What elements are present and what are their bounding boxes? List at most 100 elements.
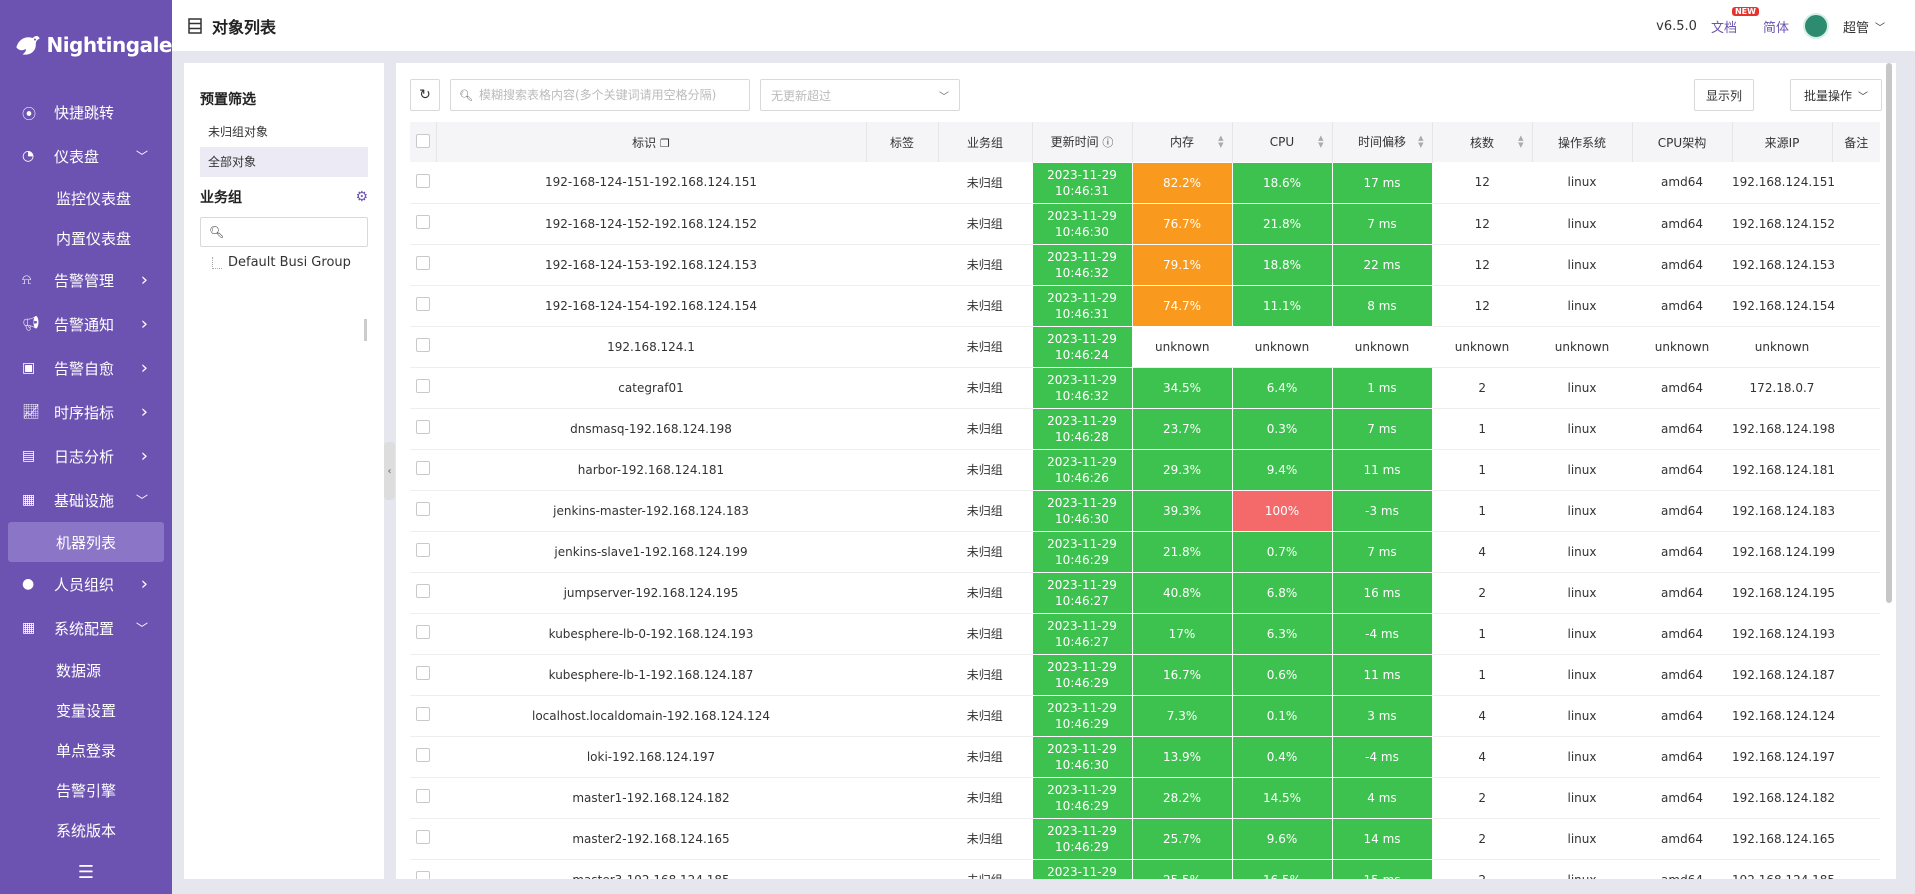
copy-icon[interactable]: ❐ <box>659 136 670 150</box>
row-checkbox[interactable] <box>410 162 436 204</box>
stale-filter-select[interactable]: 无更新超过 ﹀ <box>760 79 960 111</box>
checkbox[interactable] <box>416 297 430 311</box>
checkbox[interactable] <box>416 748 430 762</box>
col-mem[interactable]: 内存 ▲ ▼ <box>1132 122 1233 162</box>
sidebar-subitem[interactable]: 系统版本 <box>0 810 172 850</box>
row-checkbox[interactable] <box>410 490 436 532</box>
col-id[interactable]: 标识 ❐ <box>436 122 867 162</box>
sidebar-item[interactable]: ▦ 系统配置 ﹀ <box>0 606 172 650</box>
docs-link[interactable]: 文档 NEW <box>1711 6 1759 36</box>
sidebar-subitem[interactable]: 机器列表 <box>8 522 164 562</box>
sort-icon[interactable]: ▲ ▼ <box>1418 134 1424 149</box>
table-row[interactable]: 192-168-124-152-192.168.124.152 未归组 2023-1… <box>410 202 1880 245</box>
table-row[interactable]: master3-192.168.124.185 未归组2023-11-2910:4… <box>410 858 1880 879</box>
checkbox[interactable] <box>416 256 430 270</box>
panel-scrollbar[interactable] <box>364 319 367 341</box>
table-row[interactable]: jumpserver-192.168.124.195 未归组 2023-11-29 1… <box>410 571 1880 614</box>
select-all-checkbox[interactable] <box>410 122 437 162</box>
table-row[interactable]: master1-192.168.124.182 未归组 2023-11-29 10:4… <box>410 776 1880 819</box>
table-row[interactable]: loki-192.168.124.197 未归组 2023-11-29 10:46:3… <box>410 735 1880 778</box>
checkbox[interactable] <box>416 830 430 844</box>
row-checkbox[interactable] <box>410 326 436 368</box>
refresh-button[interactable]: ↻ <box>410 79 440 111</box>
checkbox[interactable] <box>416 543 430 557</box>
sidebar-subitem[interactable]: 内置仪表盘 <box>0 218 172 258</box>
table-search-input[interactable] <box>478 88 739 102</box>
checkbox[interactable] <box>416 379 430 393</box>
sidebar-item[interactable]: ● 人员组织 › <box>0 562 172 606</box>
table-search[interactable]: 🔍︎ <box>450 79 750 111</box>
user-menu[interactable]: 超管 ﹀ <box>1843 17 1885 36</box>
table-row[interactable]: kubesphere-lb-0-192.168.124.193 未归组 2023-1… <box>410 612 1880 655</box>
row-checkbox[interactable] <box>410 572 436 614</box>
checkbox[interactable] <box>416 625 430 639</box>
checkbox[interactable] <box>416 338 430 352</box>
table-row[interactable]: kubesphere-lb-1-192.168.124.187 未归组 2023-1… <box>410 653 1880 696</box>
sidebar-item[interactable]: 📢︎ 告警通知 › <box>0 302 172 346</box>
gear-icon[interactable]: ⚙ <box>355 189 368 205</box>
checkbox[interactable] <box>416 461 430 475</box>
sidebar-item[interactable]: ▣ 告警自愈 › <box>0 346 172 390</box>
row-checkbox[interactable] <box>410 285 436 327</box>
sidebar-subitem[interactable]: 告警引擎 <box>0 770 172 810</box>
sidebar-subitem[interactable]: 单点登录 <box>0 730 172 770</box>
avatar[interactable] <box>1802 13 1829 39</box>
table-row[interactable]: 192-168-124-154-192.168.124.154 未归组 2023-1… <box>410 284 1880 327</box>
table-scrollbar[interactable] <box>1886 63 1892 603</box>
row-checkbox[interactable] <box>410 367 436 409</box>
checkbox[interactable] <box>416 420 430 434</box>
row-checkbox[interactable] <box>410 736 436 778</box>
sidebar-item[interactable]: ⦿ 快捷跳转 <box>0 90 172 134</box>
filter-ungrouped[interactable]: 未归组对象 <box>208 125 269 139</box>
sort-icon[interactable]: ▲ ▼ <box>1518 134 1524 149</box>
checkbox[interactable] <box>416 215 430 229</box>
sidebar-item[interactable]: ▦ 基础设施 ﹀ <box>0 478 172 522</box>
row-checkbox[interactable] <box>410 859 436 879</box>
table-row[interactable]: jenkins-master-192.168.124.183 未归组 2023-11… <box>410 489 1880 532</box>
row-checkbox[interactable] <box>410 654 436 696</box>
col-offset[interactable]: 时间偏移 ▲ ▼ <box>1332 122 1433 162</box>
row-checkbox[interactable] <box>410 613 436 655</box>
checkbox[interactable] <box>416 707 430 721</box>
sort-icon[interactable]: ▲ ▼ <box>1318 134 1324 149</box>
brand-logo[interactable]: Nightingale <box>0 0 172 90</box>
row-checkbox[interactable] <box>410 777 436 819</box>
table-row[interactable]: dnsmasq-192.168.124.198 未归组 2023-11-29 10:4… <box>410 407 1880 450</box>
collapse-menu-icon[interactable]: ☰ <box>77 861 95 883</box>
language-switch[interactable]: 简体 <box>1762 20 1789 36</box>
sidebar-item[interactable]: 📈︎ 时序指标 › <box>0 390 172 434</box>
row-checkbox[interactable] <box>410 531 436 573</box>
table-row[interactable]: 192-168-124-153-192.168.124.153 未归组 2023-1… <box>410 243 1880 286</box>
checkbox[interactable] <box>416 666 430 680</box>
col-cores[interactable]: 核数 ▲ ▼ <box>1432 122 1533 162</box>
table-row[interactable]: categraf01 未归组 2023-11-29 10:46:32 34.5% 6.4%… <box>410 366 1880 409</box>
collapse-panel-handle[interactable]: ‹ <box>384 442 395 500</box>
row-checkbox[interactable] <box>410 244 436 286</box>
sidebar-item[interactable]: ⍾ 告警管理 › <box>0 258 172 302</box>
checkbox[interactable] <box>416 502 430 516</box>
table-row[interactable]: localhost.localdomain-192.168.124.124 未归组… <box>410 694 1880 737</box>
checkbox[interactable] <box>416 173 430 188</box>
checkbox[interactable] <box>416 584 430 598</box>
table-row[interactable]: 192.168.124.1 未归组 2023-11-29 10:46:24 unknow… <box>410 325 1880 368</box>
sidebar-item[interactable]: ▤ 日志分析 › <box>0 434 172 478</box>
checkbox[interactable] <box>416 871 430 879</box>
sidebar-subitem[interactable]: 变量设置 <box>0 690 172 730</box>
table-row[interactable]: harbor-192.168.124.181 未归组 2023-11-29 10:46… <box>410 448 1880 491</box>
batch-actions-button[interactable]: 批量操作 ﹀ <box>1790 79 1882 111</box>
checkbox[interactable] <box>416 789 430 803</box>
row-checkbox[interactable] <box>410 449 436 491</box>
col-cpu[interactable]: CPU ▲ ▼ <box>1232 122 1333 162</box>
show-columns-button[interactable]: 显示列 <box>1694 79 1754 111</box>
row-checkbox[interactable] <box>410 818 436 860</box>
sidebar-item[interactable]: ◔ 仪表盘 ﹀ <box>0 134 172 178</box>
sort-icon[interactable]: ▲ ▼ <box>1218 134 1224 149</box>
table-row[interactable]: jenkins-slave1-192.168.124.199 未归组 2023-11… <box>410 530 1880 573</box>
row-checkbox[interactable] <box>410 695 436 737</box>
row-checkbox[interactable] <box>410 408 436 450</box>
filter-all[interactable]: 全部对象 <box>200 147 368 177</box>
group-search-input[interactable]: 🔍︎ <box>200 217 368 247</box>
sidebar-subitem[interactable]: 数据源 <box>0 650 172 690</box>
tree-node-default-busi-group[interactable]: Default Busi Group <box>212 255 368 270</box>
table-row[interactable]: 192-168-124-151-192.168.124.151 未归组 2023-1… <box>410 161 1880 204</box>
